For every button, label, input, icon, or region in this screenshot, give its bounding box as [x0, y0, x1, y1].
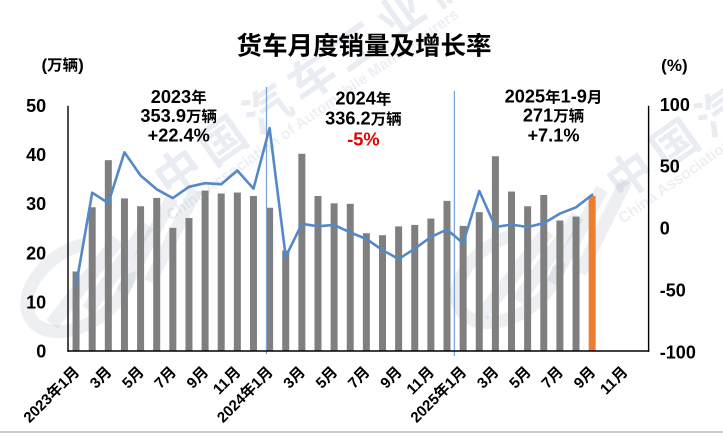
svg-text:2024: 2024 [335, 89, 376, 109]
svg-text:20: 20 [26, 243, 46, 263]
svg-text:+22.4%: +22.4% [148, 126, 210, 146]
svg-text:2023: 2023 [151, 87, 191, 107]
svg-text:2025: 2025 [505, 87, 545, 107]
svg-text:+7.1%: +7.1% [527, 126, 579, 146]
svg-text:(%): (%) [661, 56, 687, 75]
svg-text:100: 100 [660, 95, 690, 115]
svg-text:): ) [78, 56, 84, 75]
svg-text:50: 50 [26, 96, 46, 116]
svg-text:0: 0 [36, 341, 46, 361]
svg-text:30: 30 [26, 194, 46, 214]
svg-text:40: 40 [26, 145, 46, 165]
svg-text:353.9: 353.9 [140, 106, 186, 126]
svg-text:-50: -50 [660, 280, 686, 300]
svg-text:50: 50 [660, 157, 680, 177]
svg-text:0: 0 [660, 219, 670, 239]
svg-text:-5%: -5% [347, 130, 379, 150]
svg-text:-100: -100 [660, 342, 696, 362]
svg-text:(: ( [41, 56, 47, 75]
svg-text:271: 271 [523, 105, 553, 125]
svg-text:10: 10 [26, 292, 46, 312]
svg-text:1-9: 1-9 [561, 87, 587, 107]
svg-text:336.2: 336.2 [325, 109, 371, 129]
